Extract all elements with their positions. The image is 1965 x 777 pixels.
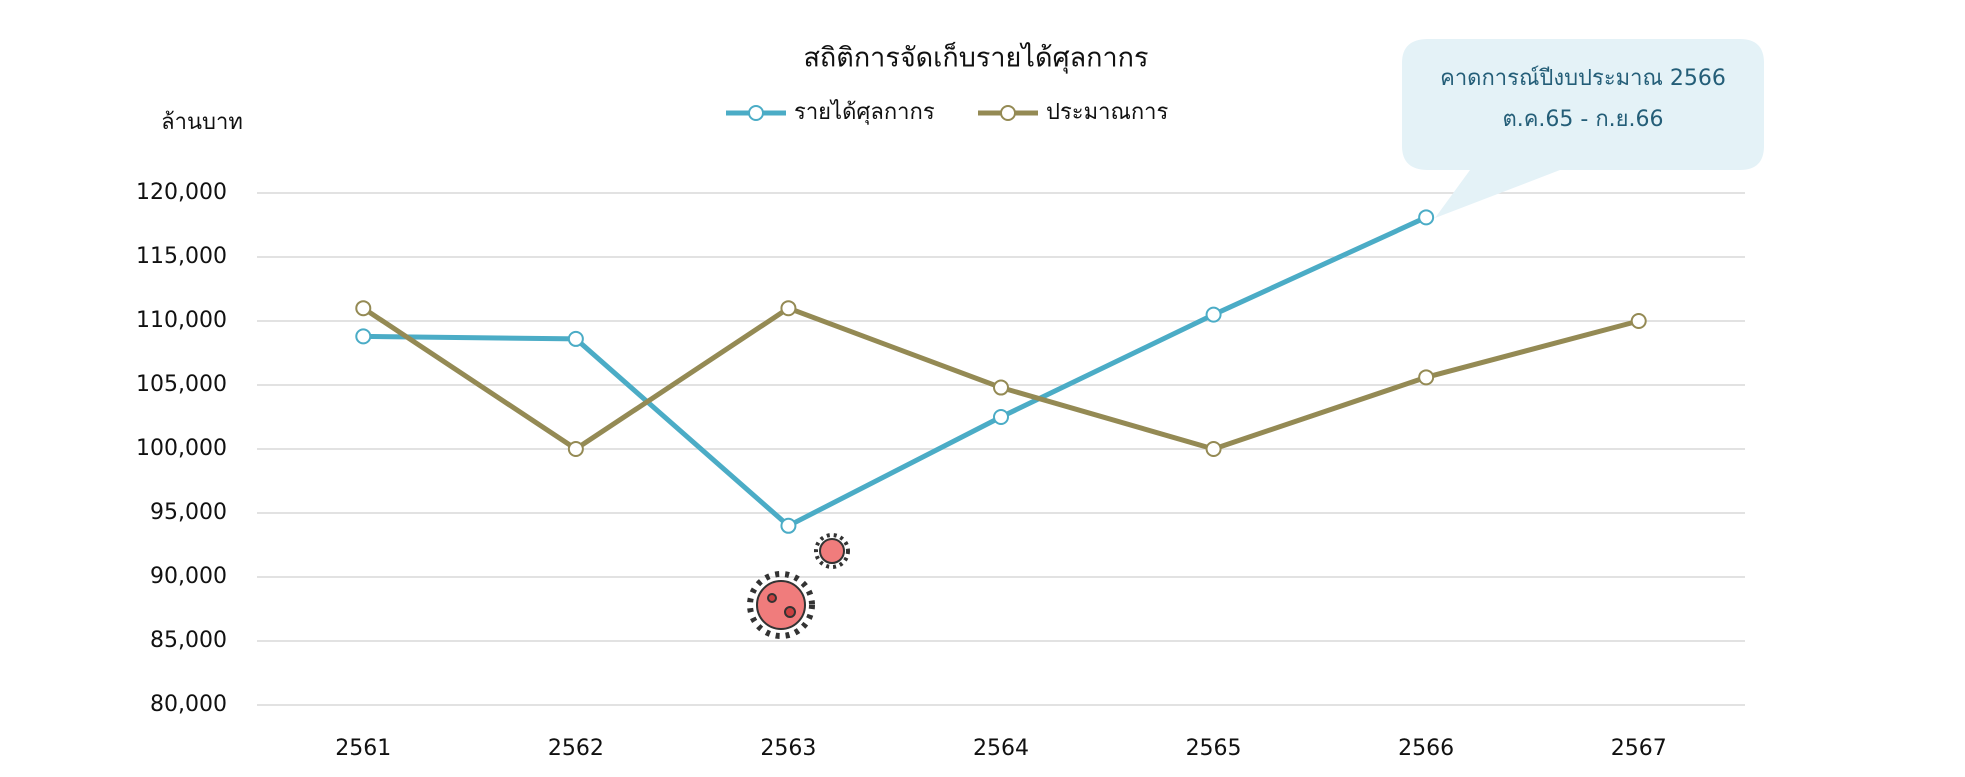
y-axis-label: ล้านบาท: [161, 110, 243, 135]
callout: คาดการณ์ปีงบประมาณ 2566 ต.ค.65 - ก.ย.66: [1402, 39, 1764, 218]
data-point: [780, 300, 797, 317]
callout-text: ต.ค.65 - ก.ย.66: [1502, 107, 1663, 132]
data-point: [1205, 441, 1222, 457]
data-point: [1205, 306, 1222, 323]
y-tick-label: 80,000: [150, 692, 227, 717]
data-point: [355, 300, 372, 317]
x-tick-label: 2561: [335, 736, 391, 761]
y-tick-label: 110,000: [136, 308, 227, 333]
legend-marker: [1000, 105, 1016, 121]
y-tick-label: 105,000: [136, 372, 227, 397]
x-tick-label: 2567: [1611, 736, 1667, 761]
data-point: [1630, 313, 1647, 329]
legend-marker: [748, 105, 764, 121]
y-tick-label: 90,000: [150, 564, 227, 589]
data-point: [993, 409, 1009, 425]
x-tick-label: 2562: [548, 736, 604, 761]
data-point: [993, 379, 1009, 396]
x-tick-label: 2564: [973, 736, 1029, 761]
x-tick-label: 2566: [1398, 736, 1454, 761]
callout-text: คาดการณ์ปีงบประมาณ 2566: [1440, 66, 1726, 91]
x-tick-label: 2563: [760, 736, 816, 761]
y-tick-label: 115,000: [136, 244, 227, 269]
data-point: [1418, 209, 1435, 226]
legend-label: รายได้ศุลกากร: [794, 99, 935, 125]
data-point: [355, 328, 372, 345]
data-point: [567, 441, 584, 457]
y-tick-label: 95,000: [150, 500, 227, 525]
y-tick-label: 100,000: [136, 436, 227, 461]
callout-box: [1402, 39, 1764, 218]
y-tick-label: 85,000: [150, 628, 227, 653]
data-point: [567, 330, 584, 347]
x-tick-label: 2565: [1186, 736, 1242, 761]
y-tick-label: 120,000: [136, 180, 227, 205]
chart-title: สถิติการจัดเก็บรายได้ศุลกากร: [803, 40, 1148, 75]
virus-icon: [747, 533, 850, 639]
series-line: [363, 215, 1428, 529]
legend-label: ประมาณการ: [1046, 100, 1169, 125]
data-point: [1418, 369, 1435, 386]
data-point: [780, 517, 797, 534]
series-line: [361, 305, 1640, 452]
